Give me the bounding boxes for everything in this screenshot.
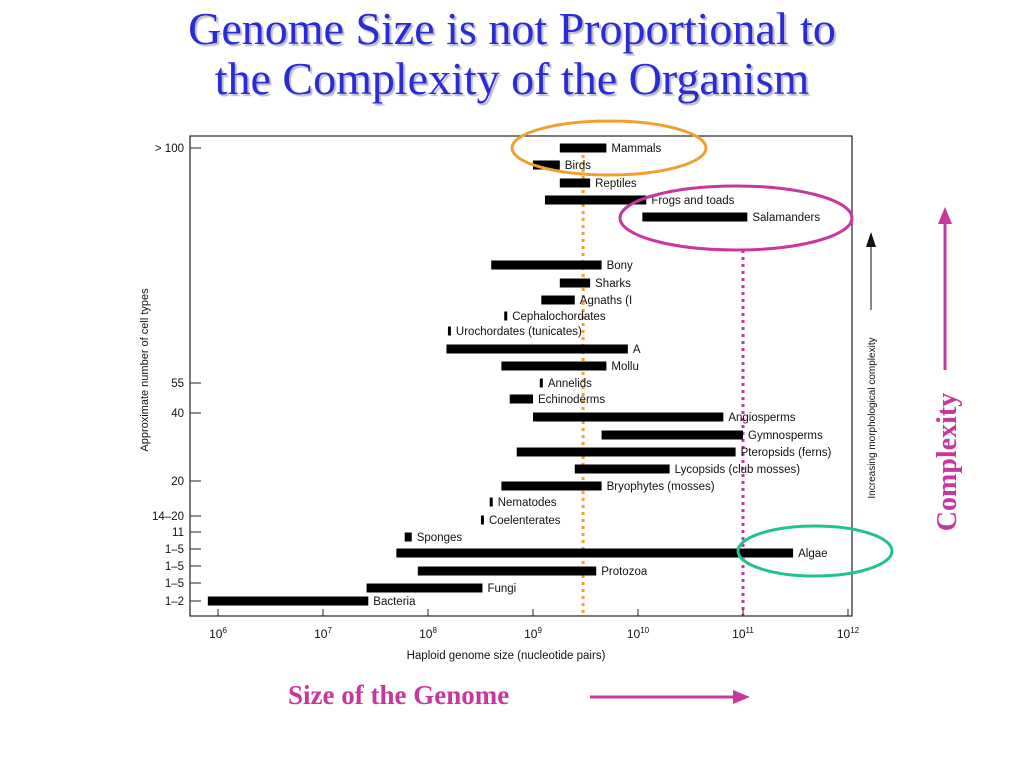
bar-fungi: [366, 583, 483, 593]
x-tick-label: 108: [419, 626, 437, 641]
bar-label: Algae: [798, 548, 827, 560]
bar-bony: [491, 260, 602, 270]
bar-label: Coelenterates: [489, 515, 561, 527]
bar-label: Lycopsids (club mosses): [675, 464, 801, 476]
y-tick-label: 55: [171, 378, 184, 390]
bar-label: Nematodes: [498, 497, 557, 509]
bar-coelenterates: [480, 515, 484, 525]
x-tick-label: 106: [209, 626, 227, 641]
right-axis-label: Increasing morphological complexity: [867, 337, 878, 498]
bar-sharks: [559, 278, 591, 288]
bar-label: Bacteria: [373, 596, 416, 608]
right-axis-arrow-icon: [866, 232, 876, 247]
bar-agnaths-i: [541, 295, 575, 305]
bar-label: Agnaths (I: [580, 295, 632, 307]
bar-urochordates-tunicates: [447, 326, 451, 336]
bar-salamanders: [642, 212, 748, 222]
bar-sponges: [404, 532, 412, 542]
y-tick-label: 1–2: [165, 596, 184, 608]
bar-echinoderms: [509, 394, 533, 404]
bar-label: Protozoa: [601, 566, 648, 578]
bar-label: Birds: [565, 160, 591, 172]
complexity-label: Complexity: [932, 393, 963, 531]
bar-annelids: [539, 378, 543, 388]
y-tick-label: 11: [172, 527, 184, 539]
axes-layer: 106 107 108 109 1010 1011 1012 Haploid genome s…: [139, 143, 878, 662]
bar-gymnosperms: [601, 430, 743, 440]
bar-labels-layer: Mammals Birds Reptiles Frogs and toads Salam…: [373, 143, 831, 608]
bar-cephalochordates: [504, 311, 508, 321]
bar-protozoa: [417, 566, 597, 576]
bar-label: Cephalochordates: [512, 311, 606, 323]
plot-frame: [189, 135, 853, 617]
bars-layer: [207, 143, 794, 606]
slide-title-line-2: the Complexity of the Organism: [214, 53, 810, 104]
bar-angiosperms: [533, 412, 724, 422]
bar-label: Mollu: [611, 361, 638, 373]
y-axis-label: Approximate number of cell types: [139, 288, 151, 452]
bar-birds: [533, 160, 560, 170]
bar-label: Urochordates (tunicates): [456, 326, 582, 338]
bar-frogs-and-toads: [544, 195, 647, 205]
bar-label: Frogs and toads: [651, 195, 734, 207]
y-tick-label: 1–5: [165, 561, 184, 573]
algae-highlight-ellipse: [736, 524, 894, 578]
bar-bacteria: [207, 596, 369, 606]
bar-reptiles: [559, 178, 591, 188]
genome-size-label: Size of the Genome: [288, 680, 509, 710]
reference-lines: [581, 155, 745, 616]
y-tick-label: 14–20: [152, 511, 184, 523]
x-axis-label: Haploid genome size (nucleotide pairs): [407, 650, 606, 662]
y-tick-label: > 100: [155, 143, 184, 155]
annotations-layer: Complexity Size of the Genome: [288, 119, 963, 710]
bar-label: Gymnosperms: [748, 430, 823, 442]
salamanders-highlight-ellipse: [618, 184, 854, 252]
slide-title-line-1: Genome Size is not Proportional to: [188, 3, 836, 54]
bar-label: Annelids: [548, 378, 592, 390]
y-tick-label: 1–5: [165, 578, 184, 590]
bar-label: Pteropsids (ferns): [741, 447, 832, 459]
mammals-highlight-ellipse: [510, 119, 708, 177]
bar-label: Salamanders: [752, 212, 820, 224]
x-tick-label: 1012: [837, 626, 860, 641]
genome-arrow-icon: [733, 690, 750, 704]
bar-a: [446, 344, 628, 354]
x-tick-label: 109: [524, 626, 542, 641]
bar-label: Bryophytes (mosses): [607, 481, 715, 493]
bar-label: A: [633, 344, 641, 356]
x-tick-label: 1011: [732, 626, 754, 641]
bar-label: Reptiles: [595, 178, 637, 190]
bar-label: Bony: [607, 260, 633, 272]
bar-mammals: [559, 143, 607, 153]
bar-pteropsids-ferns: [516, 447, 736, 457]
complexity-arrow-icon: [938, 207, 952, 224]
bar-algae: [396, 548, 794, 558]
y-tick-label: 40: [171, 408, 184, 420]
bar-label: Fungi: [487, 583, 516, 595]
x-tick-label: 107: [314, 626, 332, 641]
y-tick-label: 1–5: [165, 544, 184, 556]
x-tick-label: 1010: [627, 626, 650, 641]
bar-label: Sponges: [417, 532, 463, 544]
bar-mollu: [501, 361, 607, 371]
slide-title: Genome Size is not Proportional to the C…: [0, 4, 1024, 104]
y-tick-label: 20: [171, 476, 184, 488]
bar-label: Echinoderms: [538, 394, 605, 406]
bar-label: Sharks: [595, 278, 631, 290]
bar-label: Mammals: [611, 143, 661, 155]
bar-bryophytes-mosses: [501, 481, 602, 491]
bar-label: Angiosperms: [728, 412, 795, 424]
bar-nematodes: [489, 497, 493, 507]
plot-border: [189, 135, 853, 617]
bar-lycopsids-club-mosses: [574, 464, 670, 474]
